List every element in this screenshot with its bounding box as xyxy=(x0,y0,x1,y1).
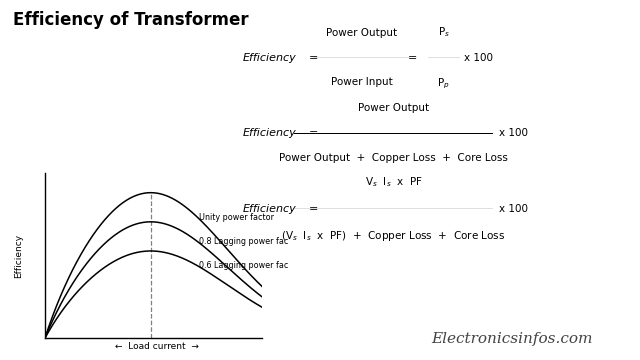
Text: Unity power factor: Unity power factor xyxy=(199,213,275,222)
Text: ←  Load current  →: ← Load current → xyxy=(115,342,199,351)
Text: =: = xyxy=(408,53,417,63)
Text: =: = xyxy=(309,128,318,138)
Text: =: = xyxy=(309,204,318,214)
Text: Electronicsinfos.com: Electronicsinfos.com xyxy=(431,332,593,346)
Text: (V$_s$  I$_s$  x  PF)  +  Copper Loss  +  Core Loss: (V$_s$ I$_s$ x PF) + Copper Loss + Core … xyxy=(282,229,506,243)
Text: Efficiency of Transformer: Efficiency of Transformer xyxy=(13,11,248,29)
Text: Efficiency: Efficiency xyxy=(14,234,23,278)
Text: 0.8 Lagging power fac: 0.8 Lagging power fac xyxy=(199,237,289,246)
Text: =: = xyxy=(309,53,318,63)
Text: Efficiency: Efficiency xyxy=(243,204,297,214)
Text: P$_s$: P$_s$ xyxy=(438,25,449,39)
Text: x 100: x 100 xyxy=(499,204,528,214)
Text: x 100: x 100 xyxy=(464,53,493,63)
Text: x 100: x 100 xyxy=(499,128,528,138)
Text: V$_s$  I$_s$  x  PF: V$_s$ I$_s$ x PF xyxy=(365,175,422,189)
Text: Power Output: Power Output xyxy=(326,28,397,38)
Text: Power Input: Power Input xyxy=(331,77,392,87)
Text: P$_p$: P$_p$ xyxy=(437,76,450,91)
Text: Efficiency: Efficiency xyxy=(243,53,297,63)
Text: Power Output  +  Copper Loss  +  Core Loss: Power Output + Copper Loss + Core Loss xyxy=(279,153,508,163)
Text: Efficiency: Efficiency xyxy=(243,128,297,138)
Text: 0.6 Lagging power fac: 0.6 Lagging power fac xyxy=(199,261,289,270)
Text: Power Output: Power Output xyxy=(358,103,429,113)
